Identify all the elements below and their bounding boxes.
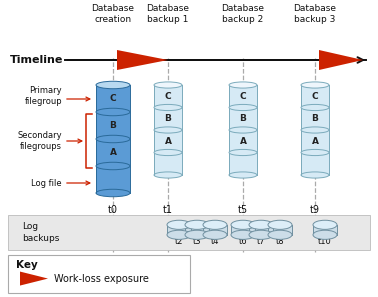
Polygon shape bbox=[301, 85, 329, 175]
Text: B: B bbox=[110, 121, 116, 130]
Ellipse shape bbox=[231, 220, 255, 229]
Ellipse shape bbox=[249, 230, 273, 239]
FancyBboxPatch shape bbox=[8, 255, 190, 293]
Text: Database
backup 3: Database backup 3 bbox=[293, 4, 336, 24]
Ellipse shape bbox=[154, 127, 182, 133]
Text: B: B bbox=[164, 114, 172, 123]
Ellipse shape bbox=[203, 230, 227, 239]
Ellipse shape bbox=[229, 127, 257, 133]
Ellipse shape bbox=[301, 82, 329, 88]
Text: t3: t3 bbox=[193, 237, 201, 246]
Text: B: B bbox=[311, 114, 318, 123]
Polygon shape bbox=[229, 85, 257, 175]
Text: C: C bbox=[240, 92, 246, 101]
Polygon shape bbox=[313, 225, 337, 235]
FancyBboxPatch shape bbox=[8, 215, 370, 250]
Ellipse shape bbox=[301, 105, 329, 110]
Text: t0: t0 bbox=[108, 205, 118, 215]
Ellipse shape bbox=[167, 220, 191, 229]
Polygon shape bbox=[20, 271, 48, 285]
Ellipse shape bbox=[268, 220, 292, 229]
Text: Log
backups: Log backups bbox=[22, 222, 59, 243]
Ellipse shape bbox=[313, 220, 337, 229]
Ellipse shape bbox=[154, 82, 182, 88]
Ellipse shape bbox=[96, 189, 130, 197]
Polygon shape bbox=[268, 225, 292, 235]
Polygon shape bbox=[319, 50, 363, 70]
Ellipse shape bbox=[229, 172, 257, 178]
Ellipse shape bbox=[167, 230, 191, 239]
Text: C: C bbox=[312, 92, 318, 101]
Ellipse shape bbox=[301, 149, 329, 156]
Ellipse shape bbox=[313, 230, 337, 239]
Ellipse shape bbox=[203, 220, 227, 229]
Text: Key: Key bbox=[16, 260, 38, 270]
Text: t7: t7 bbox=[257, 237, 265, 246]
Ellipse shape bbox=[301, 127, 329, 133]
Ellipse shape bbox=[154, 105, 182, 110]
Text: Timeline: Timeline bbox=[10, 55, 64, 65]
Polygon shape bbox=[185, 225, 209, 235]
Ellipse shape bbox=[154, 149, 182, 156]
Text: Database
backup 1: Database backup 1 bbox=[147, 4, 189, 24]
Text: Database
backup 2: Database backup 2 bbox=[222, 4, 265, 24]
Text: t1: t1 bbox=[163, 205, 173, 215]
Text: A: A bbox=[311, 137, 319, 146]
Text: C: C bbox=[165, 92, 171, 101]
Text: t10: t10 bbox=[318, 237, 332, 246]
Ellipse shape bbox=[96, 162, 130, 170]
Ellipse shape bbox=[301, 172, 329, 178]
Ellipse shape bbox=[154, 172, 182, 178]
Text: Primary
filegroup: Primary filegroup bbox=[24, 86, 62, 106]
Text: A: A bbox=[110, 148, 116, 157]
Text: t4: t4 bbox=[211, 237, 219, 246]
Text: t8: t8 bbox=[276, 237, 284, 246]
Ellipse shape bbox=[96, 135, 130, 143]
Text: Log file: Log file bbox=[31, 178, 62, 187]
Ellipse shape bbox=[249, 220, 273, 229]
Polygon shape bbox=[167, 225, 191, 235]
Polygon shape bbox=[231, 225, 255, 235]
Text: B: B bbox=[240, 114, 246, 123]
Text: Database
creation: Database creation bbox=[91, 4, 135, 24]
Text: C: C bbox=[110, 94, 116, 103]
Ellipse shape bbox=[229, 105, 257, 110]
Text: A: A bbox=[164, 137, 172, 146]
Text: t5: t5 bbox=[238, 205, 248, 215]
Text: Secondary
filegroups: Secondary filegroups bbox=[17, 131, 62, 151]
Ellipse shape bbox=[229, 82, 257, 88]
Text: t2: t2 bbox=[175, 237, 183, 246]
Ellipse shape bbox=[96, 108, 130, 116]
Text: A: A bbox=[240, 137, 246, 146]
Text: t9: t9 bbox=[310, 205, 320, 215]
Text: t6: t6 bbox=[239, 237, 247, 246]
Text: Work-loss exposure: Work-loss exposure bbox=[54, 274, 149, 284]
Ellipse shape bbox=[96, 81, 130, 89]
Ellipse shape bbox=[185, 220, 209, 229]
Ellipse shape bbox=[268, 230, 292, 239]
Polygon shape bbox=[249, 225, 273, 235]
Polygon shape bbox=[117, 50, 168, 70]
Ellipse shape bbox=[231, 230, 255, 239]
Polygon shape bbox=[96, 85, 130, 193]
Ellipse shape bbox=[185, 230, 209, 239]
Ellipse shape bbox=[229, 149, 257, 156]
Polygon shape bbox=[154, 85, 182, 175]
Polygon shape bbox=[203, 225, 227, 235]
